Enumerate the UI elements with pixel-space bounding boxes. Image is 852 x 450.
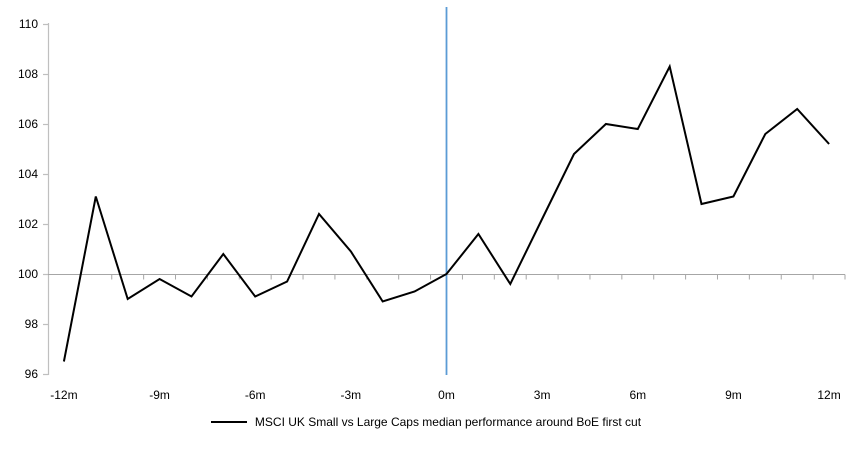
y-tick-label: 110 [19,17,38,31]
x-axis: -12m -9m -6m -3m 0m 3m 6m 9m 12m [48,274,846,402]
legend-label: MSCI UK Small vs Large Caps median perfo… [254,415,642,429]
y-tick-label: 106 [18,117,38,131]
legend-line-swatch [210,421,247,423]
y-tick-label: 102 [18,217,38,231]
series-line [62,63,830,362]
y-tick-label: 96 [25,367,39,381]
x-tick-label: -9m [149,388,170,402]
x-tick-label: 3m [534,388,551,402]
x-tick-label: 0m [438,388,455,402]
x-tick-label: 9m [725,388,742,402]
chart-legend: MSCI UK Small vs Large Caps median perfo… [0,415,852,429]
x-tick-label: -6m [245,388,266,402]
x-tick-label: 6m [629,388,646,402]
x-tick-label: -3m [341,388,362,402]
y-tick-label: 108 [18,67,38,81]
y-tick-label: 98 [25,317,39,331]
y-tick-label: 104 [18,167,38,181]
y-tick-label: 100 [18,267,38,281]
x-tick-label: 12m [817,388,840,402]
x-tick-label: -12m [50,388,77,402]
y-axis: 96 98 100 102 104 106 108 110 [18,17,50,381]
